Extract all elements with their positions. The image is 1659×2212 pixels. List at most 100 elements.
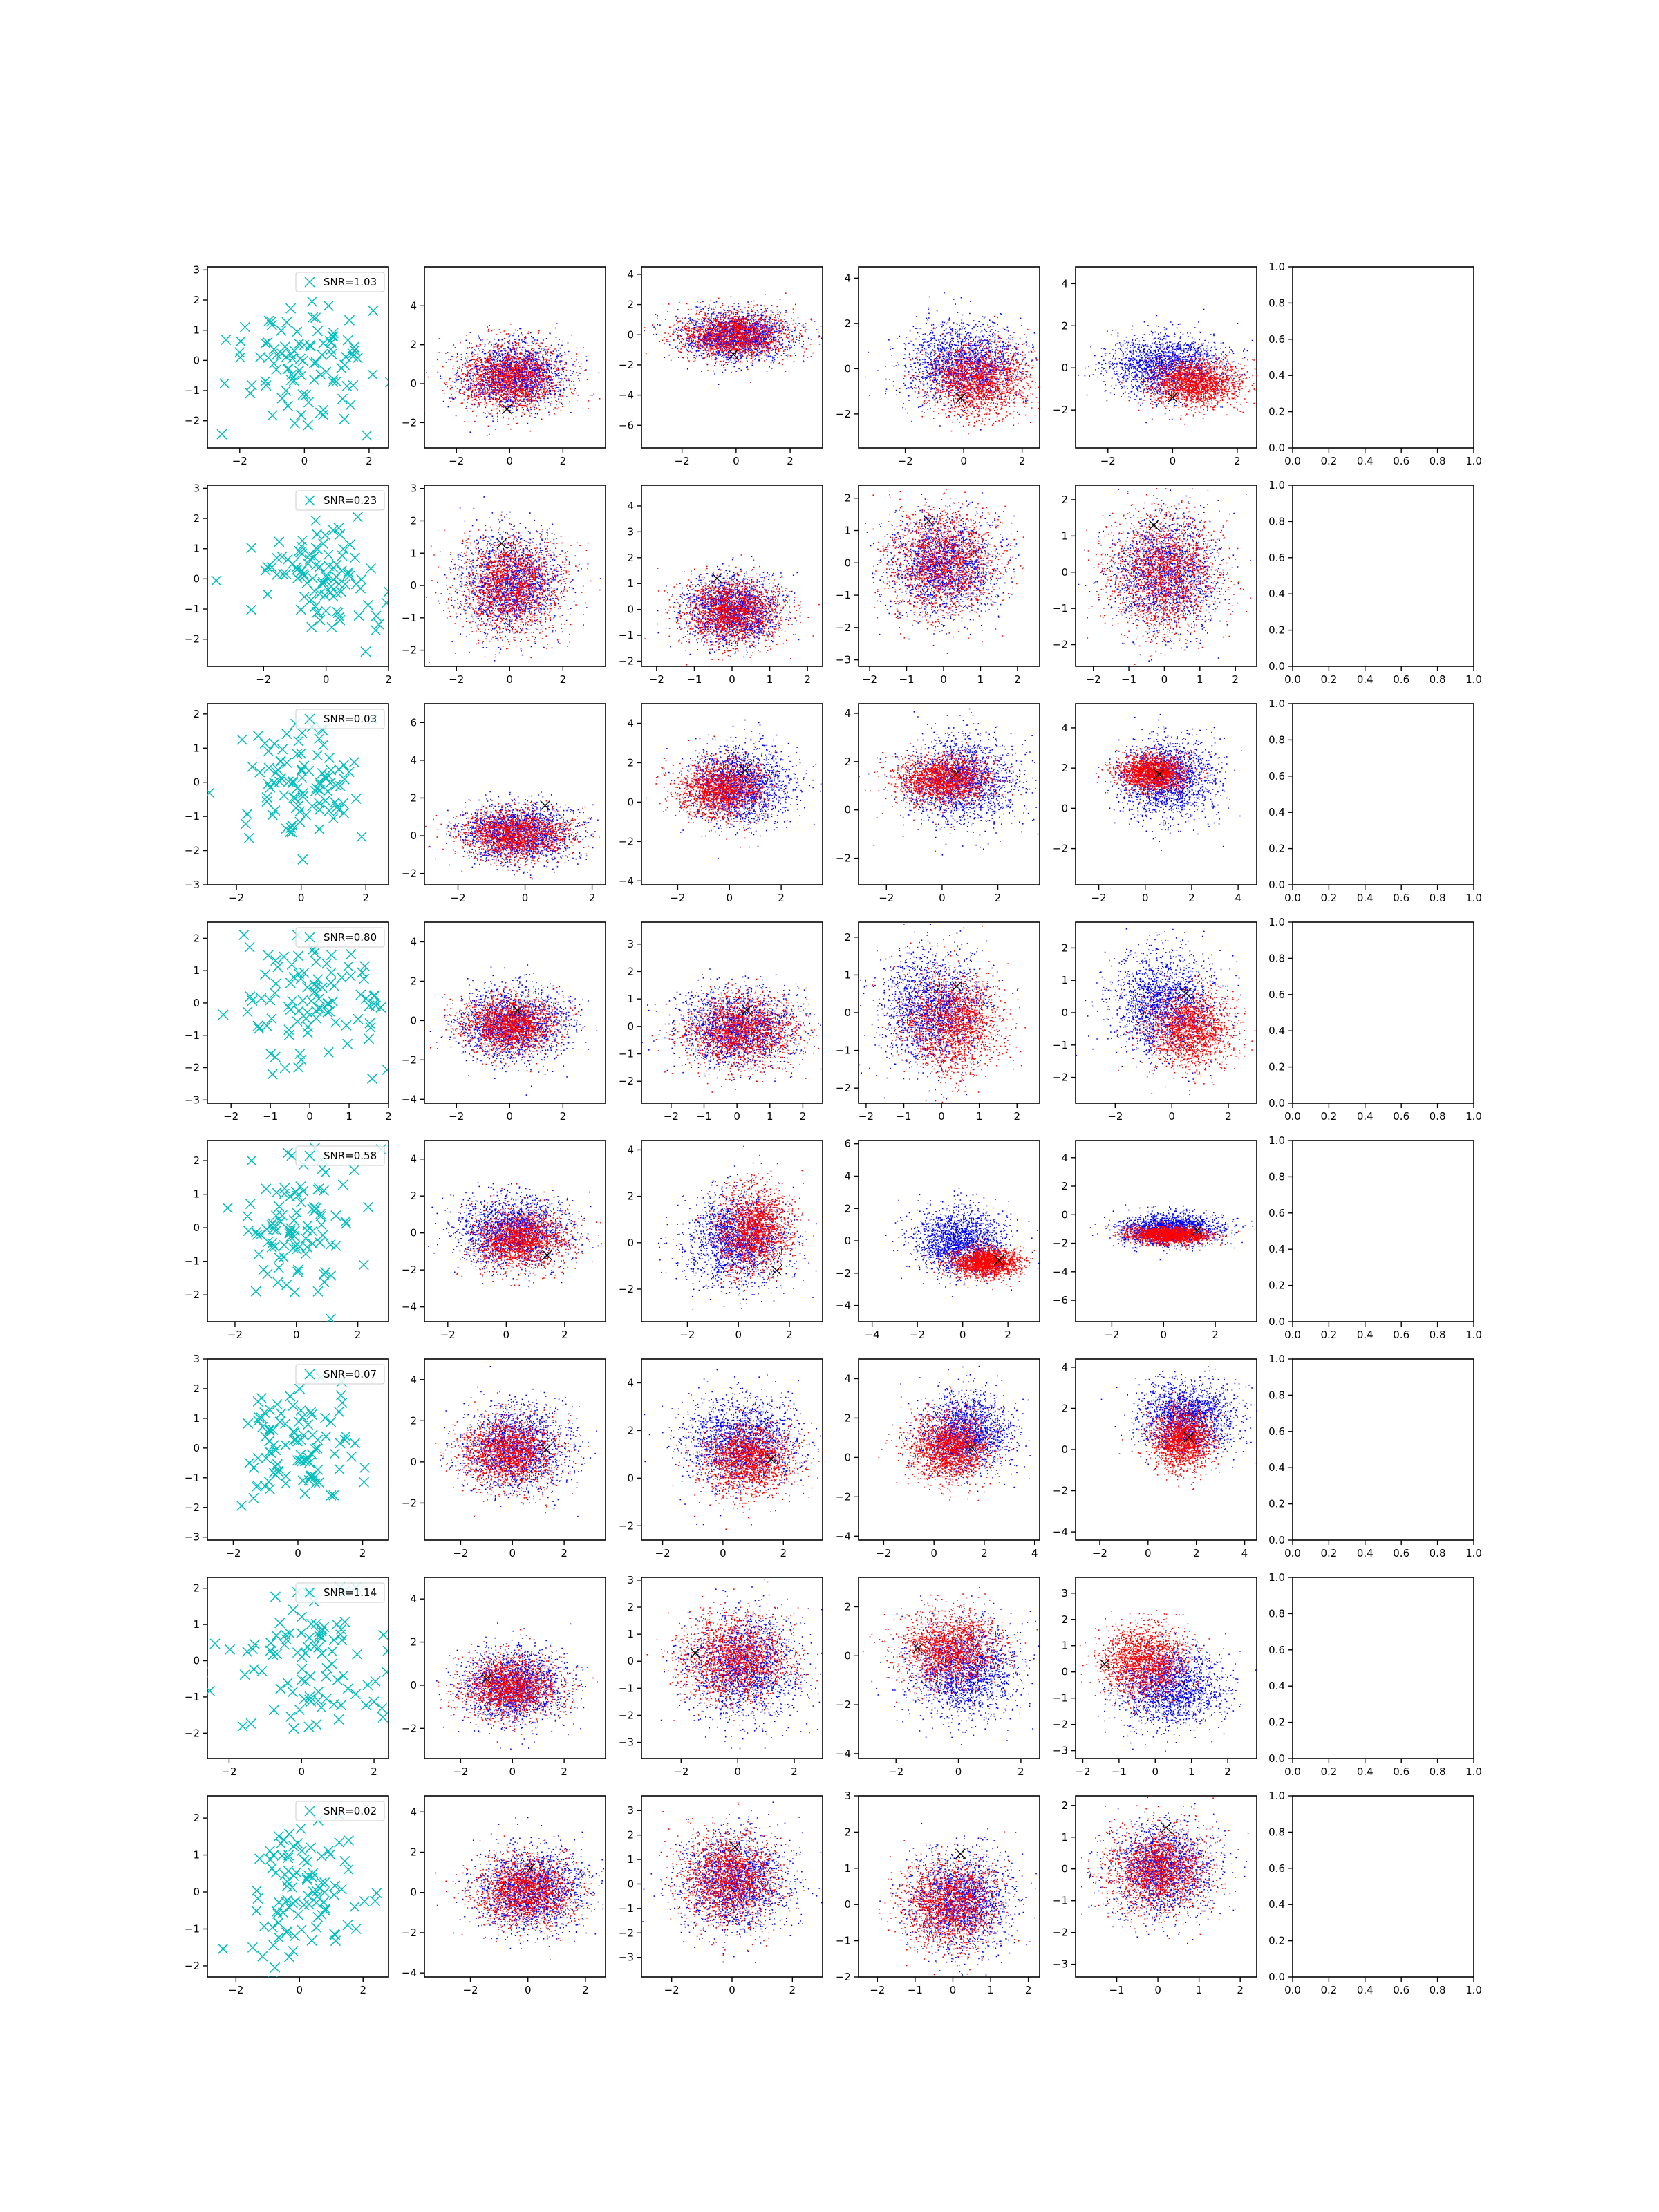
y-tick-label: −2 [1053, 1071, 1068, 1084]
x-tick-label: 0 [297, 1984, 303, 1996]
x-tick-label: 0.2 [1320, 1329, 1337, 1341]
y-tick-label: 0.6 [1268, 988, 1285, 1001]
x-tick-label: 0 [507, 1110, 514, 1123]
y-tick-label: 0.8 [1268, 1170, 1285, 1183]
y-tick-label: −1 [185, 1691, 200, 1703]
y-tick-label: 0.4 [1268, 369, 1285, 382]
y-tick-label: −2 [402, 1053, 417, 1066]
x-tick-label: 0.6 [1393, 892, 1409, 904]
y-tick-label: 4 [844, 707, 851, 720]
y-tick-label: 0 [1061, 1208, 1068, 1221]
y-tick-label: 1.0 [1268, 916, 1285, 928]
x-tick-label: 2 [1234, 455, 1241, 467]
y-tick-label: −2 [402, 1722, 417, 1734]
y-tick-label: 0.6 [1268, 1644, 1285, 1656]
x-tick-label: 2 [560, 1110, 567, 1123]
x-tick-label: −2 [898, 455, 913, 467]
y-tick-label: 3 [193, 482, 200, 494]
x-tick-label: 1 [346, 1110, 353, 1123]
x-tick-label: 0.4 [1357, 892, 1374, 904]
x-tick-label: 2 [786, 1329, 793, 1341]
y-tick-label: 0.4 [1268, 1898, 1285, 1911]
x-tick-label: 0.8 [1430, 1547, 1446, 1559]
y-tick-label: −2 [619, 1709, 634, 1721]
x-tick-label: −4 [865, 1329, 880, 1341]
x-tick-label: 1.0 [1465, 1984, 1482, 1996]
legend-label: SNR=1.03 [324, 276, 377, 288]
x-tick-label: 1.0 [1465, 455, 1482, 467]
x-tick-label: 2 [1025, 1984, 1032, 1996]
x-tick-label: 0 [323, 673, 330, 686]
x-tick-label: 0.0 [1284, 673, 1301, 686]
y-tick-label: −2 [402, 1497, 417, 1509]
x-tick-label: 0.0 [1284, 1110, 1301, 1123]
y-tick-label: −2 [402, 1264, 417, 1276]
x-tick-label: 0.2 [1320, 1984, 1337, 1996]
y-tick-label: −2 [619, 835, 634, 847]
x-tick-label: 0 [503, 1329, 510, 1341]
x-tick-label: −2 [1086, 673, 1101, 686]
x-tick-label: 0.6 [1393, 1329, 1409, 1341]
y-tick-label: −2 [1053, 639, 1068, 651]
x-tick-label: 2 [780, 1547, 787, 1559]
x-tick-label: −1 [908, 1984, 923, 1996]
x-tick-label: 2 [371, 1765, 377, 1778]
x-tick-label: 1 [767, 673, 774, 686]
y-tick-label: 1 [627, 1853, 634, 1866]
y-tick-label: 2 [410, 791, 417, 804]
y-tick-label: 1.0 [1268, 261, 1285, 273]
y-tick-label: 0 [1061, 1006, 1068, 1019]
y-tick-label: 0 [627, 1020, 634, 1033]
y-tick-label: 0.4 [1268, 1243, 1285, 1255]
x-tick-label: 0.8 [1430, 673, 1446, 686]
x-tick-label: 2 [1193, 1547, 1200, 1559]
y-tick-label: 0 [627, 1237, 634, 1249]
y-tick-label: 4 [627, 268, 634, 281]
subplot-r2-c6: 0.0 0.2 0.4 0.6 0.8 1.00.00.20.40.60.81.0 [1268, 479, 1482, 686]
y-tick-label: −4 [836, 1300, 851, 1312]
x-tick-label: 0 [298, 892, 305, 904]
y-tick-label: −1 [1053, 602, 1068, 615]
y-tick-label: 4 [844, 272, 851, 284]
axes-frame [207, 704, 388, 885]
y-tick-label: 0 [410, 1014, 417, 1027]
x-tick-label: 0 [507, 455, 514, 467]
y-tick-label: 0 [193, 354, 200, 366]
y-tick-label: 0 [193, 1442, 200, 1454]
x-tick-label: −2 [1091, 892, 1107, 904]
x-tick-label: 2 [589, 892, 596, 904]
y-tick-label: 2 [627, 1190, 634, 1203]
x-tick-label: 2 [561, 1329, 568, 1341]
y-tick-label: −1 [1053, 1039, 1068, 1051]
y-tick-label: 2 [193, 512, 200, 525]
x-tick-label: −2 [1104, 1329, 1119, 1341]
legend-label: SNR=0.03 [324, 713, 377, 725]
x-tick-label: 1 [1197, 673, 1203, 686]
y-tick-label: 4 [410, 1593, 417, 1605]
axes-frame [1293, 1577, 1474, 1759]
y-tick-label: 0.6 [1268, 1425, 1285, 1438]
x-tick-label: 0.4 [1357, 1765, 1374, 1778]
x-tick-label: 1 [1188, 1765, 1195, 1778]
x-tick-label: −2 [223, 1110, 238, 1123]
x-tick-label: −1 [1121, 673, 1136, 686]
y-tick-label: −2 [836, 1698, 851, 1711]
x-tick-label: 0 [301, 455, 308, 467]
y-tick-label: 0.4 [1268, 1680, 1285, 1692]
y-tick-label: 2 [193, 932, 200, 944]
y-tick-label: −4 [1053, 1526, 1068, 1538]
x-tick-label: 0 [735, 1329, 742, 1341]
y-tick-label: 0 [410, 377, 417, 390]
y-tick-label: −2 [1053, 1485, 1068, 1497]
y-tick-label: 0 [410, 1679, 417, 1691]
